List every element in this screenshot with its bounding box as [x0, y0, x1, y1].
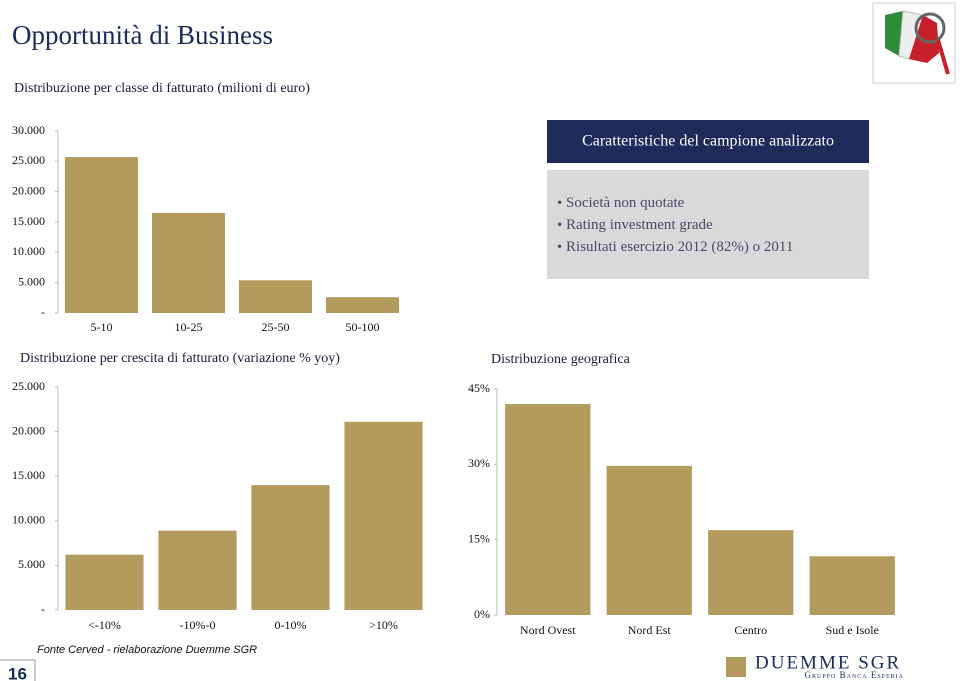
bar	[708, 530, 794, 615]
x-tick-label: Centro	[734, 623, 767, 637]
bar	[344, 421, 423, 610]
y-tick-label: 10.000	[12, 513, 45, 527]
bar	[505, 404, 591, 615]
logo: DUEMME SGR Gruppo Banca Esperia	[726, 652, 904, 680]
logo-name: DUEMME SGR	[755, 652, 901, 673]
bar	[151, 212, 226, 313]
x-tick-label: Nord Ovest	[520, 623, 576, 637]
y-tick-label: 15%	[468, 531, 490, 545]
y-tick-label: 5.000	[18, 274, 45, 288]
y-tick-label: 15.000	[12, 214, 45, 228]
box-body	[547, 170, 869, 279]
chart-title: Distribuzione per crescita di fatturato …	[20, 351, 340, 366]
bar	[238, 280, 313, 313]
y-tick-label: -	[41, 305, 45, 319]
bar	[158, 530, 237, 610]
box-item: • Risultati esercizio 2012 (82%) o 2011	[557, 239, 793, 255]
x-tick-label: Nord Est	[628, 623, 672, 637]
box-header	[547, 120, 869, 163]
y-tick-label: 30.000	[12, 123, 45, 137]
box-title: Caratteristiche del campione analizzato	[582, 133, 834, 150]
y-tick-label: 5.000	[18, 557, 45, 571]
bar	[809, 556, 895, 615]
bar	[64, 157, 139, 313]
bar	[606, 465, 692, 615]
x-tick-label: -10%-0	[180, 618, 216, 632]
y-tick-label: 20.000	[12, 423, 45, 437]
y-tick-label: 25.000	[12, 153, 45, 167]
box-item: • Rating investment grade	[557, 217, 713, 233]
box-item: • Società non quotate	[557, 195, 685, 211]
bar	[65, 554, 144, 610]
x-tick-label: 10-25	[175, 320, 203, 334]
x-tick-label: 5-10	[91, 320, 113, 334]
y-tick-label: 25.000	[12, 379, 45, 393]
y-tick-label: 0%	[474, 607, 490, 621]
x-tick-label: 50-100	[346, 320, 380, 334]
flag-icon	[872, 2, 956, 84]
y-tick-label: -	[41, 602, 45, 616]
y-tick-label: 10.000	[12, 244, 45, 258]
chart-title: Distribuzione per classe di fatturato (m…	[14, 81, 310, 96]
y-tick-label: 45%	[468, 381, 490, 395]
x-tick-label: <-10%	[88, 618, 121, 632]
y-tick-label: 30%	[468, 456, 490, 470]
bar	[325, 297, 400, 313]
x-tick-label: 25-50	[262, 320, 290, 334]
chart-title: Distribuzione geografica	[491, 352, 631, 367]
page-number: 16	[8, 664, 27, 681]
logo-group: Gruppo Banca Esperia	[804, 670, 904, 680]
x-tick-label: 0-10%	[275, 618, 307, 632]
bar	[251, 485, 330, 610]
y-tick-label: 15.000	[12, 468, 45, 482]
source: Fonte Cerved - rielaborazione Duemme SGR	[37, 644, 257, 656]
slide-title: Opportunità di Business	[12, 20, 273, 50]
x-tick-label: >10%	[369, 618, 398, 632]
y-tick-label: 20.000	[12, 183, 45, 197]
x-tick-label: Sud e Isole	[826, 623, 879, 637]
